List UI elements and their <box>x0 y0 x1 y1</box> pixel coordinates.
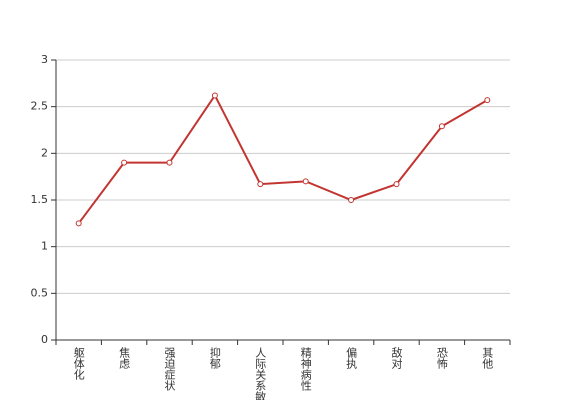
point <box>257 181 264 188</box>
point <box>438 123 445 130</box>
x-tick-label: 人际关系敏感 <box>254 347 267 400</box>
point <box>348 197 355 203</box>
line <box>77 93 488 224</box>
point <box>211 92 218 99</box>
point <box>75 220 82 227</box>
x-tick-label: 敌对 <box>390 346 403 369</box>
y-tick-label: 1.5 <box>31 193 49 206</box>
x-tick-label: 精神病性 <box>299 347 312 392</box>
x-tick-label: 抑郁 <box>208 346 221 369</box>
x-tick-label: 强迫症状 <box>163 347 176 391</box>
y-tick-label: 1 <box>41 240 48 253</box>
point <box>484 97 491 104</box>
point <box>166 159 173 166</box>
y-tick-label: 0.5 <box>31 286 49 299</box>
point <box>302 178 309 185</box>
x-tick-label: 偏执 <box>345 346 358 370</box>
y-tick-label: 2.5 <box>31 100 49 113</box>
y-tick-label: 0 <box>41 333 48 346</box>
x-tick-label: 其他 <box>481 347 494 369</box>
x-tick-label: 焦虑 <box>118 347 131 369</box>
point <box>121 159 128 166</box>
y-tick-label: 2 <box>41 146 48 159</box>
x-tick-label: 躯体化 <box>72 347 85 381</box>
point <box>393 181 400 188</box>
y-tick-label: 3 <box>41 53 48 66</box>
x-tick-label: 恐怖 <box>435 347 448 369</box>
